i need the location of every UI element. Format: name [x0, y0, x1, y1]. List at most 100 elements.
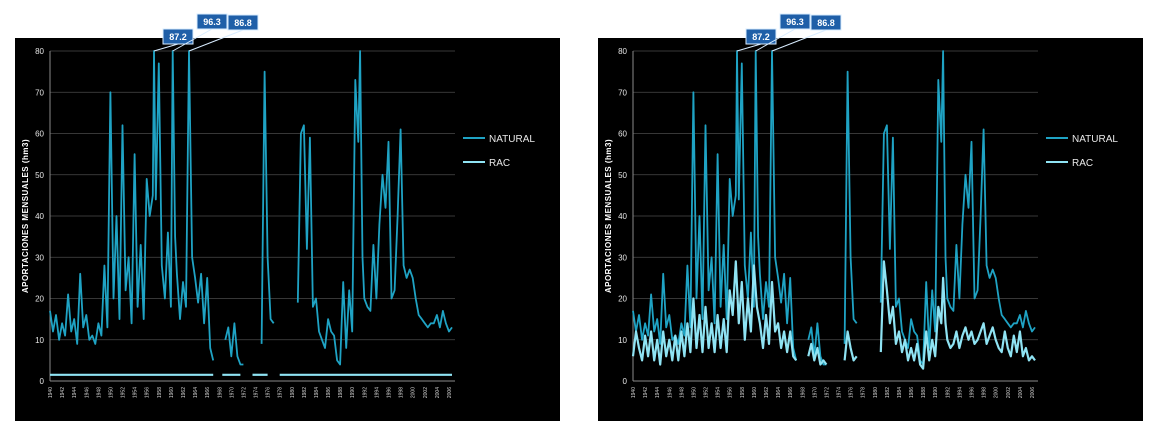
series-natural — [49, 50, 453, 366]
x-tick-label: 1990 — [933, 387, 939, 398]
x-tick-label: 1984 — [314, 387, 320, 398]
x-tick-label: 1992 — [362, 387, 368, 398]
x-tick-label: 1982 — [885, 387, 891, 398]
x-tick-label: 1946 — [667, 387, 673, 398]
callout-leader — [188, 29, 244, 52]
y-tick-label: 80 — [35, 47, 44, 56]
series-line-rac — [631, 260, 798, 366]
x-tick-label: 1944 — [72, 387, 78, 398]
series-line-natural — [843, 70, 858, 344]
x-tick-label: 1948 — [96, 387, 102, 398]
y-tick-label: 40 — [618, 212, 627, 221]
x-tick-label: 1980 — [290, 387, 296, 398]
y-tick-label: 70 — [35, 88, 44, 97]
x-tick-label: 1962 — [181, 387, 187, 398]
x-tick-label: 1996 — [387, 387, 393, 398]
x-tick-label: 1980 — [873, 387, 879, 398]
series-line-natural — [807, 322, 827, 366]
series-line-rac — [807, 342, 828, 366]
legend-label-natural: NATURAL — [1072, 134, 1118, 145]
x-tick-label: 1956 — [145, 387, 151, 398]
legend-label-rac: RAC — [1072, 158, 1093, 169]
x-tick-label: 1986 — [326, 387, 332, 398]
y-tick-label: 10 — [35, 336, 44, 345]
callout-box — [810, 14, 842, 31]
y-tick-label: 30 — [618, 253, 627, 262]
x-tick-label: 1952 — [121, 387, 127, 398]
series-line-natural — [879, 50, 1036, 366]
x-tick-label: 1978 — [861, 387, 867, 398]
x-tick-label: 2006 — [1030, 387, 1036, 398]
x-tick-label: 1956 — [728, 387, 734, 398]
x-tick-label: 1994 — [957, 387, 963, 398]
chart-background — [15, 38, 560, 421]
x-tick-label: 1948 — [679, 387, 685, 398]
x-tick-label: 1992 — [945, 387, 951, 398]
chart-background — [598, 38, 1143, 421]
callout-leader — [172, 28, 213, 52]
x-tick-label: 1964 — [193, 387, 199, 398]
x-tick-label: 1966 — [205, 387, 211, 398]
x-tick-label: 2002 — [1006, 387, 1012, 398]
series-line-natural — [224, 322, 244, 366]
x-tick-label: 1974 — [254, 387, 260, 398]
x-tick-label: 2004 — [435, 387, 441, 398]
y-tick-label: 20 — [35, 295, 44, 304]
x-tick-label: 1978 — [278, 387, 284, 398]
x-tick-label: 2000 — [994, 387, 1000, 398]
x-tick-label: 1964 — [776, 387, 782, 398]
x-tick-label: 1986 — [909, 387, 915, 398]
y-tick-label: 40 — [35, 212, 44, 221]
y-tick-label: 60 — [618, 130, 627, 139]
x-tick-label: 1942 — [60, 387, 66, 398]
chart-left: 0 10 20 30 40 50 60 70 80 APORTACIONES MENSUALES … — [0, 0, 560, 421]
callout-box — [162, 28, 194, 45]
x-tick-label: 1998 — [982, 387, 988, 398]
x-tick-label: 1958 — [157, 387, 163, 398]
x-tick-label: 1962 — [764, 387, 770, 398]
callout-leader — [771, 29, 827, 52]
x-tick-label: 1946 — [84, 387, 90, 398]
x-tick-label: 1990 — [350, 387, 356, 398]
x-tick-label: 2002 — [423, 387, 429, 398]
x-tick-label: 1998 — [399, 387, 405, 398]
x-tick-label: 1974 — [837, 387, 843, 398]
x-tick-label: 1954 — [133, 387, 139, 398]
x-tick-label: 1940 — [48, 387, 54, 398]
callout-leader — [755, 28, 796, 52]
chart-svg: 0 10 20 30 40 50 60 70 80 APORTACIONES MENSUALES … — [598, 13, 1143, 421]
x-tick-label: 1940 — [631, 387, 637, 398]
x-tick-label: 1958 — [740, 387, 746, 398]
y-tick-label: 80 — [618, 47, 627, 56]
series-rac — [631, 260, 1036, 370]
x-tick-label: 1972 — [241, 387, 247, 398]
x-tick-label: 1982 — [302, 387, 308, 398]
callout-label: 87.2 — [752, 32, 770, 42]
y-tick-label: 60 — [35, 130, 44, 139]
x-tick-label: 2000 — [411, 387, 417, 398]
x-tick-label: 1966 — [788, 387, 794, 398]
x-tick-label: 1952 — [704, 387, 710, 398]
x-tick-label: 1960 — [169, 387, 175, 398]
callout-leader — [736, 43, 762, 52]
x-tick-label: 1972 — [824, 387, 830, 398]
series-line-natural — [632, 50, 798, 361]
chart-right: 0 10 20 30 40 50 60 70 80 APORTACIONES MENSUALES … — [583, 0, 1143, 421]
x-tick-label: 1970 — [812, 387, 818, 398]
callout-label: 86.8 — [234, 18, 252, 28]
x-tick-label: 1976 — [849, 387, 855, 398]
callout-label: 96.3 — [786, 17, 804, 27]
y-tick-label: 0 — [623, 377, 628, 386]
callout-box — [227, 14, 259, 31]
callout-label: 86.8 — [817, 18, 835, 28]
chart-svg: 0 10 20 30 40 50 60 70 80 APORTACIONES MENSUALES … — [15, 13, 560, 421]
series-natural — [632, 50, 1036, 366]
callout-box — [745, 28, 777, 45]
x-tick-label: 1970 — [229, 387, 235, 398]
series-line-natural — [260, 70, 275, 344]
callout-leader — [153, 43, 179, 52]
x-tick-label: 1988 — [921, 387, 927, 398]
legend-label-natural: NATURAL — [489, 134, 535, 145]
series-line-rac — [879, 260, 1036, 370]
x-tick-label: 1968 — [217, 387, 223, 398]
